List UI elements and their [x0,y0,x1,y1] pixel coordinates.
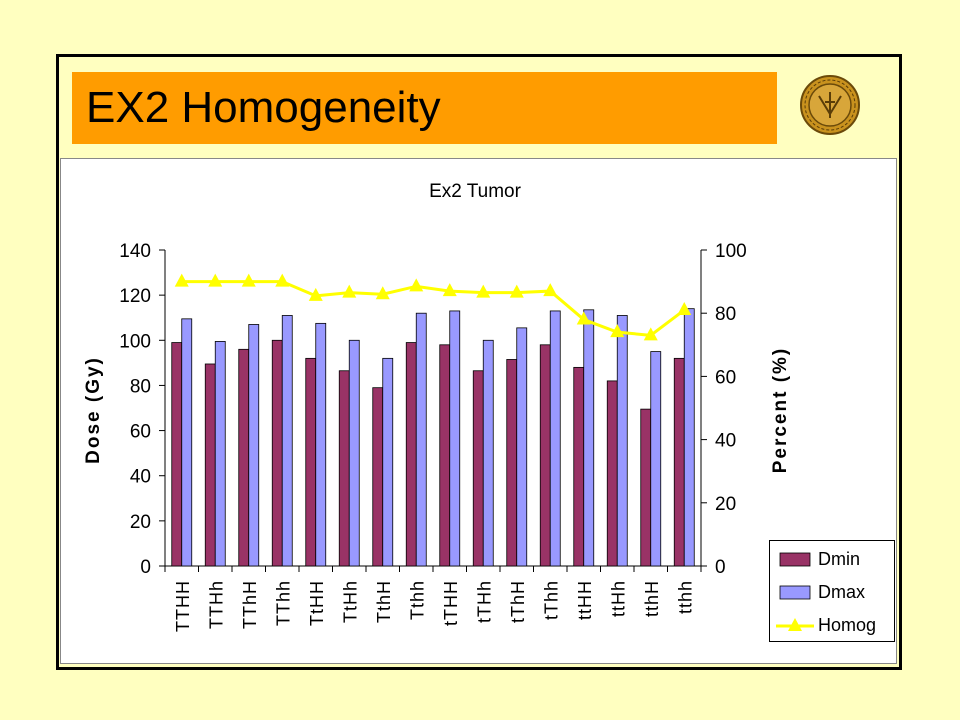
marker-homog [375,286,390,300]
title-bar: EX2 Homogeneity [72,72,777,144]
y-tick-label: 100 [119,331,151,352]
bar-dmax [616,315,628,567]
y-tick-label: 0 [140,557,151,578]
y-tick-label: 80 [130,376,151,397]
marker-homog [677,302,692,316]
x-tick-label: ttHh [608,580,628,617]
bar-dmax [449,310,461,567]
marker-homog [543,283,558,297]
legend-label-dmin: Dmin [818,549,860,569]
bar-dmin [204,363,216,567]
marker-homog [342,284,357,298]
y2-tick-label: 40 [715,431,736,452]
x-tick-label: TTHH [173,580,193,632]
bar-dmin [673,357,685,567]
bar-dmin [439,344,451,567]
x-tick-label: tthH [642,580,662,617]
marker-homog [610,324,625,338]
x-tick-label: TTHh [206,580,226,629]
bar-dmax [683,308,695,567]
bar-dmin [472,370,484,567]
y-axis-label: Dose (Gy) [83,356,104,464]
x-tick-label: TthH [374,580,394,623]
chart-legend: Dmin Dmax Homog [769,540,895,642]
bar-dmax [583,309,595,567]
legend-label-dmax: Dmax [818,582,865,602]
bar-dmax [214,341,226,567]
bar-dmin [640,408,652,567]
marker-homog [409,278,424,292]
line-homog [181,280,686,337]
y-tick-label: 120 [119,286,151,307]
marker-homog [208,273,223,287]
bar-dmax [415,312,427,567]
legend-label-homog: Homog [818,615,876,635]
marker-homog [442,283,457,297]
marker-homog [275,273,290,287]
bar-dmin [405,342,417,567]
y2-axis-label: Percent (%) [770,347,791,474]
y-tick-label: 40 [130,467,151,488]
x-tick-label: TtHH [307,580,327,626]
bar-dmin [171,342,183,567]
y2-tick-label: 80 [715,304,736,325]
bar-dmax [482,339,494,567]
bar-dmin [305,357,317,567]
bar-dmin [238,348,250,567]
x-tick-label: tThH [508,580,528,623]
legend-swatch-homog-marker [788,618,802,631]
y2-tick-label: 20 [715,494,736,515]
slide-title: EX2 Homogeneity [86,83,441,132]
y2-tick-label: 60 [715,367,736,388]
bar-dmax [281,315,293,567]
bar-dmin [606,380,618,567]
x-tick-label: tThh [541,580,561,620]
y2-tick-label: 0 [715,557,726,578]
bar-dmax [516,327,528,567]
x-tick-label: TThH [240,580,260,629]
bar-dmin [372,387,384,567]
x-tick-label: Tthh [407,580,427,620]
x-tick-label: tTHh [474,580,494,623]
legend-swatch-dmax [779,585,811,600]
bar-dmin [271,339,283,567]
x-tick-label: TtHh [340,580,360,623]
marker-homog [509,284,524,298]
y-tick-label: 20 [130,512,151,533]
x-tick-label: ttHH [575,580,595,620]
bar-dmax [348,339,360,567]
x-tick-label: tthh [675,580,695,614]
bar-dmin [506,359,518,567]
bar-dmin [573,366,585,567]
marker-homog [576,311,591,325]
x-tick-label: TThh [273,580,293,626]
bar-dmax [315,322,327,567]
legend-canvas: Dmin Dmax Homog [776,549,876,635]
university-seal-icon [800,75,860,135]
bar-dmin [338,370,350,567]
marker-homog [241,273,256,287]
bar-dmax [549,310,561,567]
marker-homog [643,327,658,341]
bar-dmax [382,357,394,567]
x-tick-label: tTHH [441,580,461,626]
y-tick-label: 140 [119,241,151,262]
bar-dmax [650,351,662,567]
marker-homog [476,284,491,298]
legend-swatch-dmin [779,552,811,567]
bar-dmax [181,318,193,567]
chart-title: Ex2 Tumor [429,181,522,202]
bar-dmin [539,344,551,567]
y-tick-label: 60 [130,422,151,443]
marker-homog [174,273,189,287]
marker-homog [308,287,323,301]
bar-dmax [248,324,260,567]
y2-tick-label: 100 [715,241,747,262]
